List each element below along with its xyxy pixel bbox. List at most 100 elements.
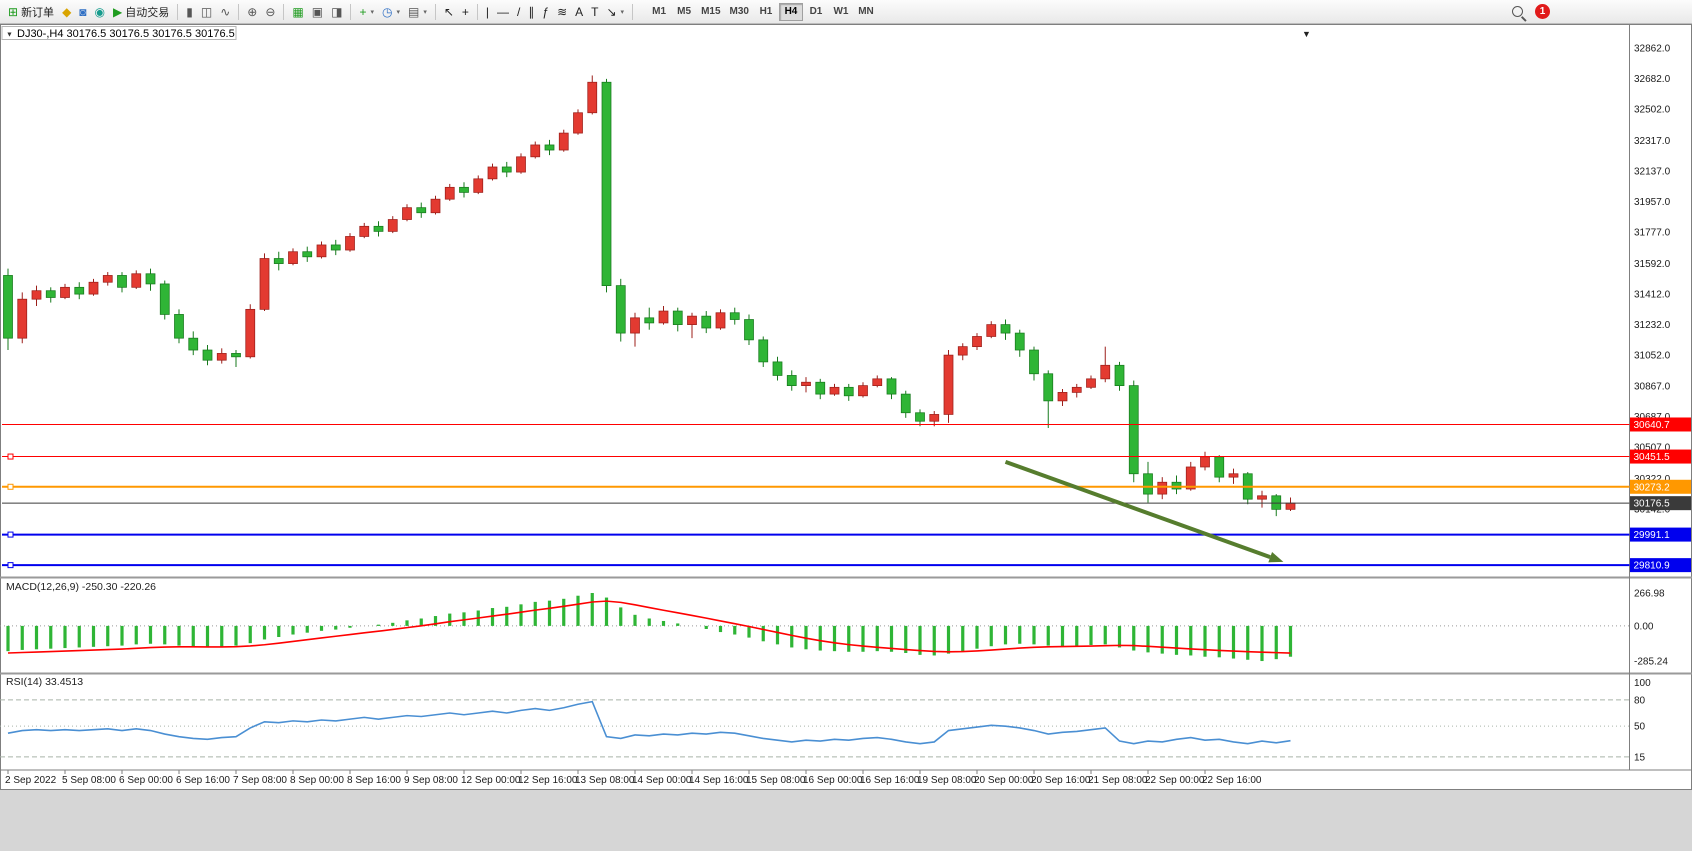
- zoom-in-button[interactable]: ⊕: [243, 2, 261, 22]
- candles-layer: [3, 75, 1296, 517]
- macd-label: MACD(12,26,9) -250.30 -220.26: [6, 581, 156, 593]
- time-axis-label: 16 Sep 16:00: [860, 775, 920, 786]
- search-icon[interactable]: [1512, 6, 1523, 17]
- time-axis-label: 12 Sep 16:00: [518, 775, 578, 786]
- arrows-button[interactable]: ↘ ▾: [602, 2, 628, 22]
- notification-badge[interactable]: 1: [1535, 4, 1550, 19]
- chart-profiles-button[interactable]: ◨: [327, 2, 346, 22]
- line-chart-mode-button[interactable]: ∿: [216, 2, 234, 22]
- mql5-wizard-icon: ◆: [62, 4, 72, 19]
- text-button[interactable]: A: [571, 2, 587, 22]
- fibonacci-button[interactable]: ƒ: [538, 2, 553, 22]
- community-icon: ◉: [94, 4, 106, 19]
- vertical-line-icon: |: [485, 4, 490, 19]
- open-profile-button[interactable]: ◙: [75, 2, 90, 22]
- chart-title-label: DJ30-,H4 30176.5 30176.5 30176.5 30176.5: [17, 28, 235, 40]
- chart-window: 32862.0 32682.0 32502.0 32317.0 32137.0 31957…: [0, 24, 1692, 795]
- indicators-button[interactable]: + ▾: [355, 2, 378, 22]
- chart-profiles-icon: ◨: [331, 4, 343, 19]
- svg-text:30867.0: 30867.0: [1634, 382, 1671, 393]
- svg-text:31052.0: 31052.0: [1634, 350, 1671, 361]
- bar-chart-mode-button[interactable]: ▮: [182, 2, 197, 22]
- horizontal-line-icon: —: [497, 4, 510, 19]
- svg-text:30322.0: 30322.0: [1634, 474, 1671, 485]
- level-handle[interactable]: [7, 531, 14, 538]
- candlestick-mode-button[interactable]: ◫: [197, 2, 216, 22]
- indicators-dropdown-icon[interactable]: ▾: [370, 8, 374, 16]
- timeframe-m1-button[interactable]: M1: [647, 3, 671, 21]
- toolbar-separator: [177, 3, 179, 20]
- level-lines-layer[interactable]: 30640.7 30451.5 30273.2 30176.5 29991.1 29810…: [2, 417, 1691, 573]
- periods-dropdown-icon[interactable]: ▾: [396, 8, 400, 16]
- time-axis-label: 22 Sep 00:00: [1145, 775, 1205, 786]
- text-label-button[interactable]: T: [587, 2, 602, 22]
- timeframe-group: M1 M5 M15 M30 H1 H4 D1 W1 MN: [647, 2, 878, 21]
- svg-text:31412.0: 31412.0: [1634, 289, 1671, 300]
- shapes-button[interactable]: ≋: [553, 2, 571, 22]
- new-chart-button[interactable]: ▣: [308, 2, 327, 22]
- rsi-panel: 100 80 50 15 RSI(14) 33.4513: [0, 676, 1651, 763]
- trend-arrow[interactable]: [1004, 460, 1284, 563]
- templates-dropdown-icon[interactable]: ▾: [423, 8, 427, 16]
- autotrading-button[interactable]: ▶ 自动交易: [109, 2, 173, 22]
- panel-frames: [0, 24, 1692, 771]
- arrows-dropdown-icon[interactable]: ▾: [620, 8, 625, 16]
- timeframe-m30-button[interactable]: M30: [726, 3, 753, 21]
- timeframe-m5-button[interactable]: M5: [672, 3, 696, 21]
- zoom-out-button[interactable]: ⊖: [261, 2, 279, 22]
- level-handle[interactable]: [7, 453, 14, 460]
- new-chart-icon: ▣: [311, 4, 324, 19]
- trendline-icon: /: [517, 4, 521, 19]
- price-tag-label: 29810.9: [1634, 561, 1671, 572]
- toolbar-right: 1: [1512, 4, 1550, 19]
- equidistant-channel-button[interactable]: ∥: [524, 2, 538, 22]
- symbol-dropdown-icon[interactable]: ▼: [1302, 29, 1311, 39]
- tile-windows-button[interactable]: ▦: [288, 2, 307, 22]
- toolbar-separator: [632, 3, 634, 20]
- svg-text:32682.0: 32682.0: [1634, 74, 1671, 85]
- timeframe-d1-button[interactable]: D1: [804, 3, 828, 21]
- chart-menu-icon[interactable]: ▼: [6, 32, 13, 39]
- time-axis-label: 2 Sep 2022: [5, 775, 57, 786]
- community-button[interactable]: ◉: [91, 2, 109, 22]
- templates-button[interactable]: ▤ ▾: [404, 2, 431, 22]
- time-axis-label: 14 Sep 00:00: [632, 775, 692, 786]
- level-handle[interactable]: [7, 562, 14, 569]
- zoom-out-icon: ⊖: [265, 4, 276, 19]
- autotrading-icon: ▶: [113, 4, 123, 19]
- timeframe-m15-button[interactable]: M15: [697, 3, 724, 21]
- timeframe-h4-button[interactable]: H4: [778, 2, 803, 21]
- price-tag-label: 30451.5: [1634, 452, 1671, 463]
- periods-button[interactable]: ◷ ▾: [378, 2, 404, 22]
- time-axis-label: 9 Sep 08:00: [404, 775, 458, 786]
- indicators-icon: +: [359, 4, 367, 19]
- crosshair-button[interactable]: +: [458, 2, 473, 22]
- time-axis-label: 15 Sep 08:00: [746, 775, 806, 786]
- trendline-button[interactable]: /: [513, 2, 524, 22]
- price-chart[interactable]: 32862.0 32682.0 32502.0 32317.0 32137.0 31957…: [0, 24, 1692, 790]
- time-axis[interactable]: 2 Sep 2022 5 Sep 08:00 6 Sep 00:00 6 Sep 16…: [5, 770, 1262, 786]
- svg-text:31592.0: 31592.0: [1634, 259, 1671, 270]
- cursor-button[interactable]: ↖: [440, 2, 458, 22]
- rsi-line: [7, 700, 1291, 745]
- horizontal-line-button[interactable]: —: [493, 2, 513, 22]
- svg-text:32317.0: 32317.0: [1634, 136, 1671, 147]
- mql5-wizard-button[interactable]: ◆: [58, 2, 75, 22]
- time-axis-label: 20 Sep 16:00: [1031, 775, 1091, 786]
- svg-text:32137.0: 32137.0: [1634, 166, 1671, 177]
- toolbar-buttons: ⊞ 新订单 ◆ ◙ ◉ ▶ 自动交易 ▮ ◫ ∿ ⊕ ⊖ ▦ ▣ ◨ + ▾ ◷ ▾ ▤ ▾ ↖ + | — / ∥ ƒ ≋ A T ↘ ▾ M1…: [4, 2, 878, 22]
- price-tag: [1630, 496, 1691, 511]
- level-handle[interactable]: [7, 483, 14, 490]
- time-axis-label: 16 Sep 00:00: [803, 775, 863, 786]
- timeframe-w1-button[interactable]: W1: [829, 3, 853, 21]
- time-axis-label: 21 Sep 08:00: [1088, 775, 1148, 786]
- timeframe-h1-button[interactable]: H1: [754, 3, 778, 21]
- timeframe-mn-button[interactable]: MN: [854, 3, 878, 21]
- macd-panel: 266.98 0.00 -285.24 MACD(12,26,9) -250.30 -…: [0, 581, 1668, 668]
- toolbar-separator: [238, 3, 240, 20]
- vertical-line-button[interactable]: |: [482, 2, 493, 22]
- new-order-button[interactable]: ⊞ 新订单: [4, 2, 58, 22]
- time-axis-label: 8 Sep 16:00: [347, 775, 401, 786]
- toolbar-separator: [283, 3, 285, 20]
- cursor-icon: ↖: [443, 4, 454, 19]
